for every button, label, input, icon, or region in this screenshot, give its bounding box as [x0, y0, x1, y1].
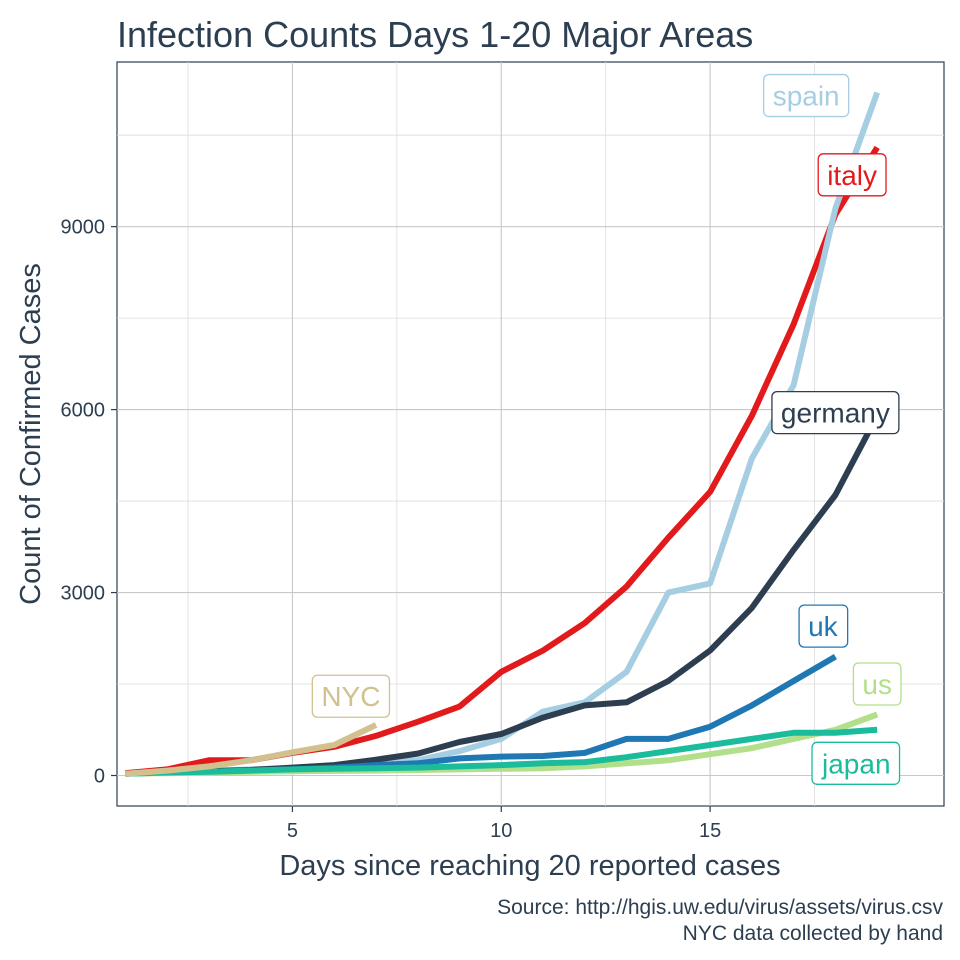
x-tick-label: 15 — [699, 820, 721, 842]
label-box — [771, 391, 900, 435]
series-line-japan — [125, 726, 878, 777]
x-tick-label: 10 — [490, 820, 512, 842]
y-tick-label: 0 — [94, 766, 105, 788]
label-box — [811, 741, 901, 785]
chart-title: Infection Counts Days 1-20 Major Areas — [117, 14, 753, 55]
label-box — [852, 662, 902, 706]
x-tick-label: 5 — [287, 820, 298, 842]
y-tick-label: 3000 — [61, 583, 106, 605]
series-label-spain: spain — [763, 73, 850, 118]
series-line-nyc — [125, 722, 378, 777]
label-text: japan — [821, 748, 891, 779]
series-label-nyc: NYC — [311, 674, 391, 718]
series-label-germany: germany — [771, 391, 900, 435]
label-text: us — [862, 669, 892, 700]
label-text: spain — [773, 81, 840, 112]
y-tick-label: 9000 — [61, 217, 106, 239]
label-text: italy — [827, 160, 877, 191]
y-tick-label: 6000 — [61, 400, 106, 422]
label-text: uk — [808, 611, 839, 642]
series-label-japan: japan — [811, 741, 901, 785]
x-axis-title: Days since reaching 20 reported cases — [279, 850, 780, 882]
label-box — [817, 153, 887, 197]
source-caption: Source: http://hgis.uw.edu/virus/assets/… — [497, 896, 943, 919]
series-label-italy: italy — [817, 153, 887, 197]
label-box — [798, 604, 849, 648]
nyc-caption: NYC data collected by hand — [683, 922, 943, 945]
label-box — [311, 674, 391, 718]
series-label-us: us — [852, 662, 902, 706]
label-box — [763, 73, 850, 118]
axis-ticks: 0 3000 6000 9000 5 10 15 — [61, 217, 722, 842]
label-text: NYC — [321, 681, 380, 712]
label-text: germany — [781, 398, 890, 429]
series-label-uk: uk — [798, 604, 849, 648]
grid-lines — [117, 62, 944, 806]
y-axis-title: Count of Confirmed Cases — [15, 263, 47, 605]
series-lines — [125, 91, 881, 777]
